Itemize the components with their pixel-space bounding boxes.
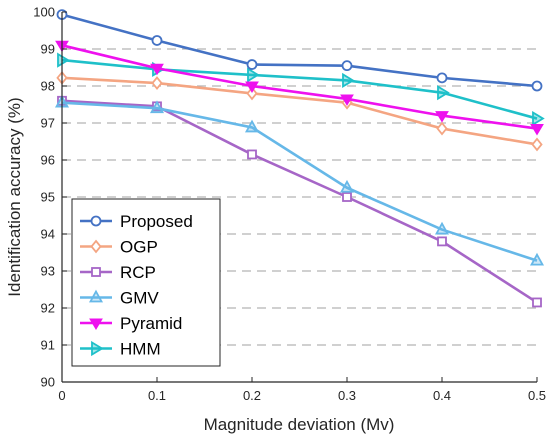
data-point	[340, 94, 354, 106]
legend-marker	[91, 340, 104, 357]
y-tick-label: 94	[41, 227, 55, 242]
data-point	[246, 59, 258, 70]
data-point	[437, 85, 450, 101]
x-tick-label: 0	[58, 388, 65, 403]
series-line	[61, 13, 538, 88]
data-point	[529, 252, 545, 266]
data-point	[149, 100, 165, 114]
series-pyramid	[55, 40, 544, 136]
y-tick-label: 96	[41, 153, 55, 168]
series-line	[61, 44, 538, 130]
series-line	[61, 76, 538, 146]
data-point	[435, 111, 449, 123]
legend-label: OGP	[120, 238, 158, 257]
data-point	[246, 86, 258, 101]
axes	[61, 11, 538, 383]
series-rcp	[57, 95, 542, 308]
legend-item: Pyramid	[80, 314, 182, 333]
legend: Proposed OGP RCP GMV Pyramid HMM	[71, 198, 221, 367]
legend-item: RCP	[80, 263, 156, 282]
legend-marker	[91, 267, 101, 277]
legend-label: HMM	[120, 340, 161, 359]
y-axis-label: Identification accuracy (%)	[5, 97, 24, 296]
x-axis-label: Magnitude deviation (Mv)	[204, 415, 395, 434]
data-point	[245, 81, 259, 93]
data-point	[151, 76, 163, 90]
y-tick-label: 100	[33, 5, 55, 20]
legend-item: HMM	[80, 340, 161, 359]
legend-label: RCP	[120, 263, 156, 282]
y-tick-label: 98	[41, 79, 55, 94]
series-line	[61, 58, 538, 120]
data-point	[436, 121, 448, 136]
legend-label: Pyramid	[120, 314, 182, 333]
series-line	[61, 99, 538, 304]
legend-item: OGP	[80, 238, 158, 257]
data-point	[244, 119, 260, 133]
legend-item: GMV	[80, 289, 159, 308]
data-point	[532, 110, 545, 127]
y-tick-label: 92	[41, 301, 55, 316]
data-point	[150, 63, 164, 76]
y-tick-label: 93	[41, 264, 55, 279]
legend-box	[71, 198, 221, 367]
legend-marker	[89, 318, 103, 330]
x-tick-label: 0.5	[528, 388, 546, 403]
data-point	[247, 67, 260, 83]
x-tick-label: 0.1	[148, 388, 166, 403]
data-point	[57, 52, 70, 68]
y-tick-label: 99	[41, 42, 55, 57]
x-tick-label: 0.4	[433, 388, 451, 403]
x-tick-label: 0.3	[338, 388, 356, 403]
series-group	[54, 9, 545, 308]
data-point	[530, 124, 544, 136]
legend-marker	[90, 239, 102, 254]
series-ogp	[56, 70, 543, 152]
y-tick-label: 95	[41, 190, 55, 205]
x-tick-labels: 0 0.1 0.2 0.3 0.4 0.5	[58, 388, 546, 403]
legend-label: Proposed	[120, 212, 193, 231]
y-tick-label: 90	[41, 375, 55, 390]
data-point	[342, 72, 355, 89]
legend-marker	[88, 289, 104, 303]
data-point	[531, 80, 543, 92]
y-tick-label: 91	[41, 338, 55, 353]
data-point	[434, 221, 450, 235]
y-tick-labels: 90 91 92 93 94 95 96 97 98 99 100	[33, 5, 55, 390]
legend-marker	[90, 215, 102, 227]
data-point	[341, 60, 353, 72]
legend-item: Proposed	[80, 212, 193, 231]
data-point	[436, 72, 448, 84]
series-line	[61, 101, 538, 262]
data-point	[532, 297, 542, 308]
data-point	[339, 179, 355, 193]
y-tick-label: 97	[41, 116, 55, 131]
x-tick-label: 0.2	[243, 388, 261, 403]
data-point	[151, 35, 163, 46]
data-point	[342, 192, 352, 202]
legend-label: GMV	[120, 289, 159, 308]
data-point	[247, 149, 257, 160]
data-point	[531, 137, 543, 152]
data-point	[437, 236, 447, 247]
